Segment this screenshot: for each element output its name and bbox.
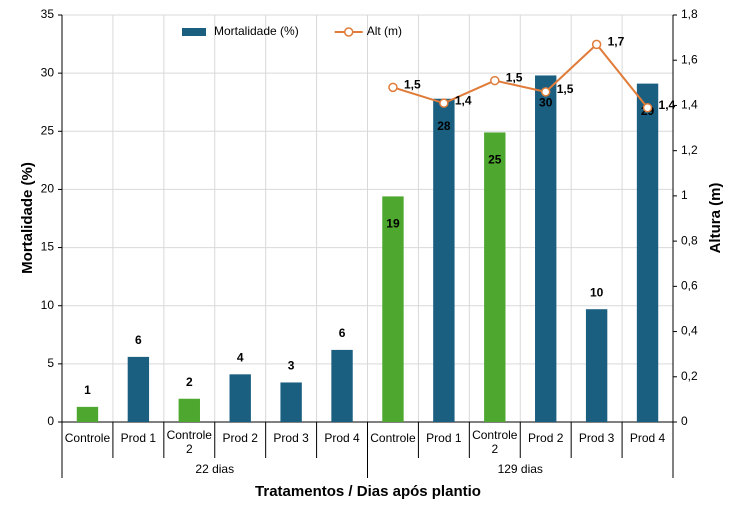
data-label: 1,4 (455, 93, 472, 107)
y2-tick-label: 0,2 (681, 369, 698, 383)
data-label: 1,4 (659, 98, 676, 112)
x-tick-label: Prod 1 (426, 431, 462, 445)
x-tick-label: Prod 4 (324, 431, 360, 445)
y-tick-label: 0 (47, 414, 54, 428)
bar (484, 132, 506, 422)
y2-tick-label: 0 (681, 414, 688, 428)
data-label: 1 (84, 383, 91, 397)
y2-tick-label: 1,8 (681, 7, 698, 21)
x-tick-label: Controle 2 (472, 428, 518, 456)
line-marker (540, 87, 551, 97)
bar (229, 374, 251, 422)
y2-tick-label: 1,2 (681, 143, 698, 157)
y-tick-label: 10 (41, 298, 55, 312)
legend-marker (343, 27, 354, 37)
x-tick-label: Prod 2 (222, 431, 258, 445)
x-tick-label: Prod 3 (578, 431, 615, 445)
bar (535, 75, 557, 423)
y-tick-label: 5 (47, 356, 54, 370)
y2-tick-label: 1 (681, 188, 688, 202)
line-marker (642, 102, 653, 113)
y2-tick-label: 1,4 (681, 98, 698, 112)
y2-tick-label: 0,8 (681, 233, 698, 247)
data-label: 3 (288, 359, 295, 373)
data-label: 10 (590, 285, 604, 299)
data-label: 2 (186, 375, 193, 389)
bar (127, 356, 150, 422)
bar (636, 83, 659, 422)
bar (585, 309, 608, 422)
y-tick-label: 15 (41, 240, 55, 254)
y2-axis-title: Altura (m) (707, 183, 724, 254)
line-marker (439, 98, 449, 108)
bar (280, 382, 302, 422)
data-label: 1,5 (557, 82, 574, 96)
y-tick-label: 25 (41, 123, 55, 137)
x-tick-label: Prod 2 (528, 431, 564, 445)
legend-swatch (182, 28, 206, 36)
bar (76, 406, 99, 422)
bar (331, 349, 353, 422)
line-marker (490, 75, 500, 86)
x-tick-label: Controle (64, 431, 111, 445)
data-label: 28 (437, 119, 451, 133)
y2-tick-label: 0,4 (681, 324, 698, 338)
x-group-label: 22 dias (195, 462, 234, 476)
line-marker (388, 82, 398, 93)
data-label: 6 (339, 326, 346, 340)
x-tick-label: Prod 4 (629, 431, 666, 445)
data-label: 25 (488, 153, 502, 167)
data-label: 6 (135, 333, 142, 347)
y-tick-label: 35 (41, 7, 55, 21)
line-marker (591, 39, 602, 50)
y2-tick-label: 1,6 (681, 52, 698, 66)
data-label: 4 (237, 350, 244, 364)
x-tick-label: Controle 2 (166, 428, 212, 456)
data-label: 1,7 (608, 35, 625, 49)
x-tick-label: Prod 3 (273, 431, 309, 445)
bar (433, 98, 455, 423)
x-tick-label: Controle (370, 431, 416, 445)
y-tick-label: 30 (41, 65, 55, 79)
line (392, 42, 649, 109)
x-axis-title: Tratamentos / Dias após plantio (255, 483, 481, 500)
y-tick-label: 20 (41, 182, 55, 196)
data-label: 19 (386, 217, 400, 231)
data-label: 1,5 (404, 78, 421, 92)
bar (382, 196, 404, 422)
legend-label: Alt (m) (367, 24, 402, 38)
data-label: 30 (539, 96, 553, 110)
y2-tick-label: 0,6 (681, 279, 698, 293)
y-axis-title: Mortalidade (%) (19, 162, 36, 274)
legend-label: Mortalidade (%) (214, 24, 299, 38)
x-tick-label: Prod 1 (120, 431, 157, 445)
x-group-label: 129 dias (498, 462, 543, 476)
data-label: 1,5 (506, 71, 523, 85)
bar (178, 398, 200, 422)
